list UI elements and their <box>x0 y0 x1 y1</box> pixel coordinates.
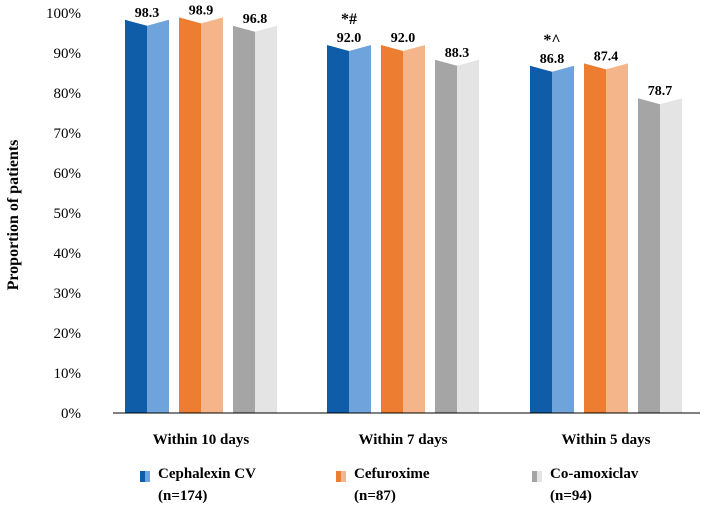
bar-right-face <box>201 17 223 414</box>
bar-left-face <box>233 25 255 414</box>
y-tick-label: 100% <box>46 6 81 22</box>
bar-left-face <box>435 59 457 414</box>
y-tick-label: 80% <box>54 86 82 102</box>
value-labels: 98.3 98.9 96.8 92.0 92.0 88.3 86.8 87.4 78.7 <box>135 3 673 99</box>
legend: Cephalexin CV (n=174) Cefuroxime (n=87) Co-a… <box>140 466 700 510</box>
bar-left-face <box>584 63 606 414</box>
y-axis-label: Proportion of patients <box>5 140 22 291</box>
y-tick-label: 70% <box>54 126 82 142</box>
bar-right-face <box>255 25 277 414</box>
bars <box>125 17 682 414</box>
bar-right-face <box>660 98 682 413</box>
legend-sample-size: (n=94) <box>550 488 592 504</box>
y-tick-label: 30% <box>54 286 82 302</box>
bar-right-face <box>457 59 479 414</box>
legend-sample-size: (n=174) <box>158 488 208 504</box>
bar-right-face <box>552 65 574 414</box>
y-tick-label: 40% <box>54 246 82 262</box>
legend-swatch <box>532 471 543 482</box>
y-tick-label: 0% <box>61 406 81 422</box>
bar <box>327 45 371 413</box>
bar <box>233 25 277 414</box>
bar <box>381 45 425 413</box>
bar-right-face <box>349 45 371 413</box>
bar-value-label: 98.3 <box>135 6 160 21</box>
bar-value-label: 96.8 <box>243 12 268 27</box>
bar <box>125 19 169 414</box>
bar-right-face <box>606 63 628 414</box>
y-tick-label: 50% <box>54 206 82 222</box>
legend-series-name: Co-amoxiclav <box>550 466 639 482</box>
bar-left-face <box>530 65 552 414</box>
bar-left-face <box>638 98 660 413</box>
legend-series-name: Cephalexin CV <box>158 466 256 482</box>
x-category-label: Within 5 days <box>562 432 651 448</box>
x-category-label: Within 10 days <box>153 432 250 448</box>
legend-series-name: Cefuroxime <box>354 466 430 482</box>
y-tick-label: 20% <box>54 326 82 342</box>
bar-value-label: 88.3 <box>445 46 470 61</box>
bar-value-label: 92.0 <box>391 31 416 46</box>
y-tick-label: 10% <box>54 366 82 382</box>
bar-right-face <box>403 45 425 413</box>
legend-swatch <box>140 471 151 482</box>
bar-value-label: 87.4 <box>594 49 619 64</box>
bar <box>530 65 574 414</box>
legend-sample-size: (n=87) <box>354 488 396 504</box>
y-tick-label: 60% <box>54 166 82 182</box>
bar-left-face <box>381 45 403 413</box>
bar <box>435 59 479 414</box>
bar-value-label: 92.0 <box>337 31 362 46</box>
significance-annotation: *^ <box>543 32 560 49</box>
x-axis-categories: Within 10 days Within 7 days Within 5 days <box>153 432 651 448</box>
significance-annotations: *$ *# *^ <box>139 0 561 49</box>
bar-left-face <box>125 19 147 414</box>
bar <box>584 63 628 414</box>
y-axis-ticks: 0% 10% 20% 30% 40% 50% 60% 70% 80% 90% 100% <box>46 6 81 422</box>
bar-value-label: 86.8 <box>540 52 565 67</box>
significance-annotation: *$ <box>139 0 155 3</box>
bar-left-face <box>179 17 201 414</box>
legend-swatch <box>336 471 347 482</box>
bar-left-face <box>327 45 349 413</box>
bar <box>179 17 223 414</box>
significance-annotation: *# <box>341 11 357 28</box>
x-category-label: Within 7 days <box>359 432 448 448</box>
bar <box>638 98 682 413</box>
bar-right-face <box>147 19 169 414</box>
y-tick-label: 90% <box>54 46 82 62</box>
bar-value-label: 98.9 <box>189 3 214 18</box>
bar-value-label: 78.7 <box>648 84 673 99</box>
